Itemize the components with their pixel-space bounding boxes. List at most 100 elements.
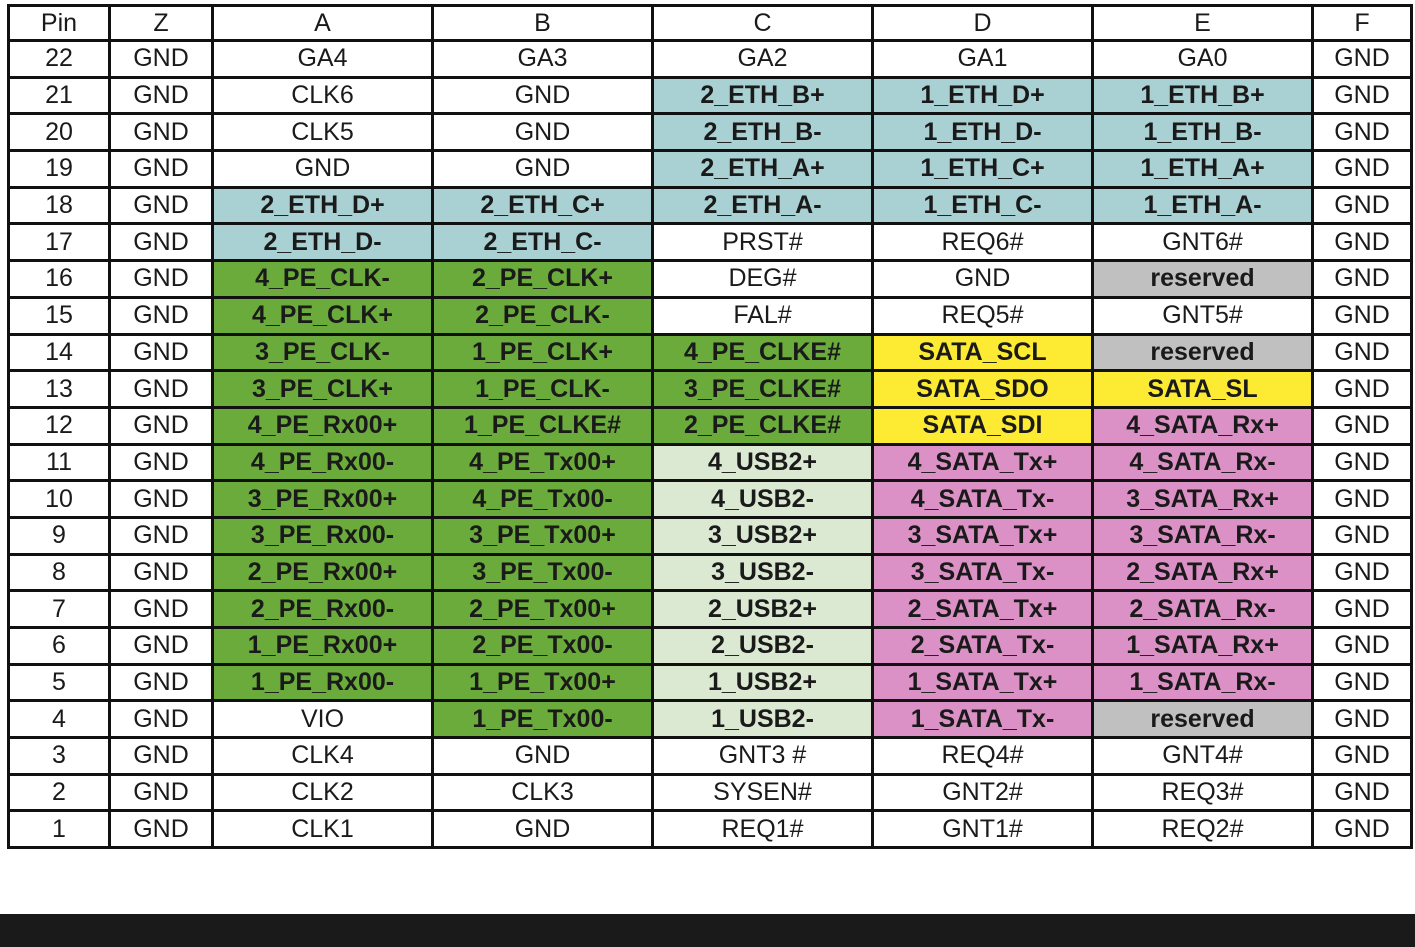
table-cell-e: 3_SATA_Rx- xyxy=(1091,515,1314,556)
table-cell-d: 1_SATA_Tx+ xyxy=(871,662,1094,703)
table-cell-z: GND xyxy=(108,662,214,703)
table-cell-pin: 1 xyxy=(7,809,111,850)
table-cell-pin: 4 xyxy=(7,699,111,740)
table-cell-b: 1_PE_CLK- xyxy=(431,369,654,409)
table-cell-z: GND xyxy=(108,405,214,446)
table-header: Pin Z A B C D E F xyxy=(7,4,1413,42)
table-cell-d: GNT1# xyxy=(871,809,1094,850)
table-cell-f: GND xyxy=(1311,626,1413,666)
table-cell-e: 1_ETH_A- xyxy=(1091,185,1314,226)
table-cell-f: GND xyxy=(1311,369,1413,409)
table-row: 21 GND CLK6 GND 2_ETH_B+ 1_ETH_D+ 1_ETH_B+ GND xyxy=(7,75,1413,116)
table-cell-b: 3_PE_Tx00- xyxy=(431,552,654,593)
table-cell-a: 2_ETH_D- xyxy=(211,222,434,263)
table-cell-d: 2_SATA_Tx+ xyxy=(871,589,1094,629)
table-cell-pin: 6 xyxy=(7,626,111,666)
table-cell-b: 1_PE_Tx00+ xyxy=(431,662,654,703)
table-body: 22 GND GA4 GA3 GA2 GA1 GA0 GND 21 GND CLK6 GND 2_ETH… xyxy=(7,39,1413,850)
table-cell-pin: 3 xyxy=(7,736,111,776)
pinout-table: Pin Z A B C D E F 22 GND GA4 GA3 GA2 GA1 GA0 GN… xyxy=(7,4,1413,850)
table-cell-c: 4_PE_CLKE# xyxy=(651,332,874,373)
table-cell-f: GND xyxy=(1311,736,1413,776)
table-cell-d: GNT2# xyxy=(871,772,1094,813)
table-cell-pin: 9 xyxy=(7,515,111,556)
table-cell-pin: 19 xyxy=(7,149,111,189)
table-cell-c: 2_USB2- xyxy=(651,626,874,666)
table-cell-c: 4_USB2- xyxy=(651,479,874,519)
table-cell-c: DEG# xyxy=(651,259,874,299)
table-cell-c: 2_ETH_B- xyxy=(651,112,874,153)
table-row: 19 GND GND GND 2_ETH_A+ 1_ETH_C+ 1_ETH_A+ GND xyxy=(7,149,1413,189)
table-cell-c: PRST# xyxy=(651,222,874,263)
table-cell-a: 4_PE_Rx00- xyxy=(211,442,434,483)
table-row: 2 GND CLK2 CLK3 SYSEN# GNT2# REQ3# GND xyxy=(7,772,1413,813)
table-cell-b: GND xyxy=(431,149,654,189)
header-cell-z: Z xyxy=(108,4,214,42)
table-cell-d: GND xyxy=(871,259,1094,299)
bottom-bar xyxy=(0,914,1415,947)
table-cell-d: 1_ETH_C- xyxy=(871,185,1094,226)
table-cell-c: 3_PE_CLKE# xyxy=(651,369,874,409)
table-cell-f: GND xyxy=(1311,112,1413,153)
table-cell-a: 4_PE_CLK- xyxy=(211,259,434,299)
table-cell-a: 3_PE_Rx00- xyxy=(211,515,434,556)
table-cell-e: 1_SATA_Rx+ xyxy=(1091,626,1314,666)
table-cell-a: 2_ETH_D+ xyxy=(211,185,434,226)
table-cell-z: GND xyxy=(108,626,214,666)
table-cell-c: 4_USB2+ xyxy=(651,442,874,483)
table-cell-f: GND xyxy=(1311,39,1413,79)
table-cell-d: 1_ETH_C+ xyxy=(871,149,1094,189)
table-cell-e: REQ2# xyxy=(1091,809,1314,850)
table-cell-z: GND xyxy=(108,442,214,483)
table-cell-z: GND xyxy=(108,699,214,740)
table-cell-b: 4_PE_Tx00+ xyxy=(431,442,654,483)
table-cell-pin: 17 xyxy=(7,222,111,263)
table-cell-c: 3_USB2+ xyxy=(651,515,874,556)
table-cell-e: reserved xyxy=(1091,259,1314,299)
table-cell-f: GND xyxy=(1311,149,1413,189)
table-cell-f: GND xyxy=(1311,772,1413,813)
table-cell-z: GND xyxy=(108,222,214,263)
table-cell-d: SATA_SCL xyxy=(871,332,1094,373)
table-cell-d: 4_SATA_Tx- xyxy=(871,479,1094,519)
table-cell-z: GND xyxy=(108,332,214,373)
table-cell-z: GND xyxy=(108,736,214,776)
table-cell-z: GND xyxy=(108,185,214,226)
table-cell-pin: 5 xyxy=(7,662,111,703)
table-cell-b: 3_PE_Tx00+ xyxy=(431,515,654,556)
table-cell-e: REQ3# xyxy=(1091,772,1314,813)
table-cell-a: CLK6 xyxy=(211,75,434,116)
table-cell-f: GND xyxy=(1311,552,1413,593)
table-row: 10 GND 3_PE_Rx00+ 4_PE_Tx00- 4_USB2- 4_SATA_T… xyxy=(7,479,1413,519)
table-cell-a: 4_PE_CLK+ xyxy=(211,295,434,336)
table-cell-pin: 14 xyxy=(7,332,111,373)
table-row: 11 GND 4_PE_Rx00- 4_PE_Tx00+ 4_USB2+ 4_SATA_T… xyxy=(7,442,1413,483)
table-cell-c: 1_USB2+ xyxy=(651,662,874,703)
table-row: 13 GND 3_PE_CLK+ 1_PE_CLK- 3_PE_CLKE# SATA_SD… xyxy=(7,369,1413,409)
table-cell-e: 2_SATA_Rx- xyxy=(1091,589,1314,629)
table-cell-b: CLK3 xyxy=(431,772,654,813)
table-cell-d: 1_SATA_Tx- xyxy=(871,699,1094,740)
header-cell-e: E xyxy=(1091,4,1314,42)
table-cell-pin: 16 xyxy=(7,259,111,299)
table-cell-c: 2_ETH_B+ xyxy=(651,75,874,116)
table-cell-z: GND xyxy=(108,75,214,116)
table-cell-f: GND xyxy=(1311,332,1413,373)
table-cell-f: GND xyxy=(1311,662,1413,703)
table-cell-e: 1_ETH_B+ xyxy=(1091,75,1314,116)
table-cell-c: 3_USB2- xyxy=(651,552,874,593)
table-row: 20 GND CLK5 GND 2_ETH_B- 1_ETH_D- 1_ETH_B- GND xyxy=(7,112,1413,153)
table-cell-a: CLK4 xyxy=(211,736,434,776)
table-row: 15 GND 4_PE_CLK+ 2_PE_CLK- FAL# REQ5# GNT5# GND xyxy=(7,295,1413,336)
table-cell-pin: 18 xyxy=(7,185,111,226)
table-cell-b: 2_ETH_C+ xyxy=(431,185,654,226)
table-cell-a: 3_PE_CLK+ xyxy=(211,369,434,409)
table-cell-f: GND xyxy=(1311,405,1413,446)
table-cell-z: GND xyxy=(108,149,214,189)
table-row: 17 GND 2_ETH_D- 2_ETH_C- PRST# REQ6# GNT6# GND xyxy=(7,222,1413,263)
table-cell-b: GND xyxy=(431,112,654,153)
table-row: 1 GND CLK1 GND REQ1# GNT1# REQ2# GND xyxy=(7,809,1413,850)
table-cell-pin: 7 xyxy=(7,589,111,629)
table-row: 4 GND VIO 1_PE_Tx00- 1_USB2- 1_SATA_Tx-reserv… xyxy=(7,699,1413,740)
table-row: 8 GND 2_PE_Rx00+ 3_PE_Tx00- 3_USB2- 3_SATA_Tx… xyxy=(7,552,1413,593)
